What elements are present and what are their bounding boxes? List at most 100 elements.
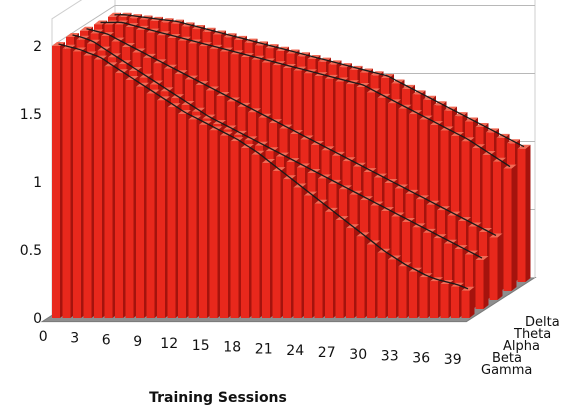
x-tick-label: 21 — [255, 341, 273, 357]
bar-front — [230, 141, 239, 318]
bar-front — [178, 114, 186, 318]
bar-front — [293, 187, 302, 318]
bar-front — [489, 237, 498, 300]
bar-front — [451, 286, 459, 318]
bar-front — [465, 254, 473, 309]
x-tick-label: 18 — [223, 340, 241, 356]
bar — [489, 233, 503, 300]
bar-front — [167, 107, 176, 318]
x-tick-label: 39 — [444, 352, 462, 368]
trend-line — [86, 28, 497, 237]
gridline — [51, 5, 535, 47]
x-tick-label: 33 — [381, 349, 399, 365]
y-tick-label: 0 — [33, 311, 42, 327]
bar-front — [94, 59, 102, 318]
x-tick-label: 24 — [286, 343, 304, 359]
x-tick-label: 9 — [133, 334, 142, 350]
bar-front — [461, 290, 470, 318]
bar-front — [104, 66, 113, 319]
y-tick-label: 0.5 — [20, 243, 42, 259]
bar-side — [483, 256, 489, 309]
bar-front — [83, 55, 92, 319]
y-axis-ticks: 0 0.5 1 1.5 2 — [20, 39, 42, 327]
bar-front — [304, 195, 312, 318]
bar-front — [125, 80, 134, 318]
bar-front — [454, 249, 463, 309]
bar-front — [493, 161, 501, 291]
bar-front — [430, 281, 438, 318]
x-tick-label: 27 — [318, 345, 336, 361]
depth-label: Gamma — [481, 363, 532, 378]
bar-front — [398, 266, 407, 318]
x-axis-ticks: 0 3 6 9 12 15 18 21 24 27 30 33 36 39 — [39, 329, 462, 368]
bar-front — [146, 93, 155, 318]
x-tick-label: 12 — [160, 336, 178, 352]
bar-front — [220, 135, 228, 318]
x-axis-title: Training Sessions — [149, 390, 287, 406]
x-tick-label: 3 — [70, 331, 79, 347]
bar-front — [482, 155, 491, 291]
bar-front — [503, 168, 512, 291]
bar-front — [262, 162, 270, 318]
bar-side — [525, 144, 531, 282]
bar-front — [409, 271, 417, 318]
trend-lines — [58, 14, 525, 290]
bar — [503, 164, 517, 291]
bar-front — [199, 124, 207, 318]
x-tick-label: 6 — [102, 332, 111, 348]
bar-front — [517, 148, 526, 282]
x-tick-label: 30 — [349, 347, 367, 363]
depth-label: Theta — [513, 327, 551, 342]
depth-label: Alpha — [503, 339, 540, 354]
bar — [517, 144, 531, 282]
bar-side — [511, 164, 517, 291]
trend-line — [58, 43, 469, 290]
bar-front — [209, 130, 218, 318]
bar — [475, 256, 489, 309]
bar-front — [251, 154, 260, 318]
bar-front — [388, 259, 396, 318]
bar-front — [346, 228, 354, 318]
depth-label: Delta — [525, 315, 560, 330]
bar-front — [136, 86, 144, 318]
bar-front — [433, 238, 442, 309]
trend-line — [100, 21, 511, 168]
bar-front — [52, 46, 60, 318]
bar-front — [314, 203, 323, 318]
bar-front — [367, 244, 375, 318]
bar-front — [356, 236, 365, 318]
bar-marks — [52, 12, 531, 319]
bar-front — [241, 148, 249, 318]
x-tick-label: 0 — [39, 329, 48, 345]
bar-front — [62, 48, 71, 318]
bar-front — [419, 277, 428, 318]
bar-front — [472, 148, 480, 291]
y-tick-label: 2 — [33, 39, 42, 55]
bar-side — [497, 233, 503, 300]
bar-front — [335, 220, 344, 318]
bar-front — [157, 100, 165, 319]
bar-front — [283, 179, 291, 318]
bar-front — [325, 211, 333, 318]
y-tick-label: 1 — [33, 175, 42, 191]
bar-front — [272, 171, 281, 318]
bar-front — [377, 252, 386, 318]
trend-line — [72, 34, 483, 259]
x-tick-label: 36 — [412, 350, 430, 366]
depth-label: Beta — [492, 351, 522, 366]
bar-front — [115, 73, 123, 318]
bar-front — [188, 119, 197, 318]
trend-line — [114, 14, 525, 148]
x-tick-label: 15 — [192, 338, 210, 354]
bar-front — [73, 51, 81, 318]
bar-front — [475, 260, 484, 309]
bar-side — [469, 286, 475, 318]
bar-front — [440, 284, 449, 318]
bar — [461, 286, 475, 318]
bar-front — [423, 232, 431, 309]
y-tick-label: 1.5 — [20, 107, 42, 123]
bar-front — [444, 243, 452, 309]
bar-front — [461, 141, 470, 291]
